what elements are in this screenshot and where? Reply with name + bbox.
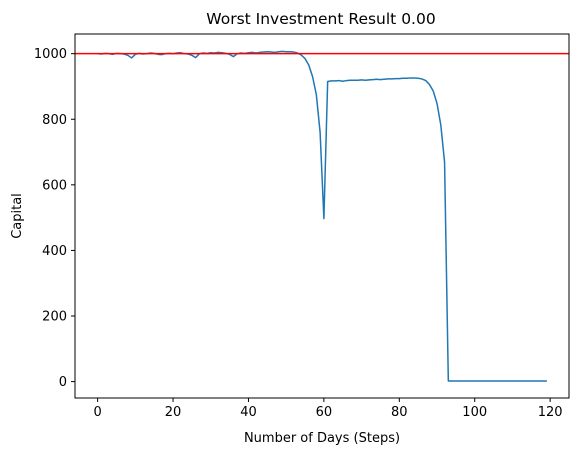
x-tick-label: 100 [462, 405, 487, 420]
y-tick-label: 1000 [34, 47, 67, 62]
axes-ticks: 0 20 40 60 80 100 120 0 200 400 600 800 1000 [34, 47, 563, 420]
y-tick-label: 600 [42, 178, 67, 193]
y-axis-label: Capital [10, 193, 25, 239]
chart-title: Worst Investment Result 0.00 [206, 10, 435, 28]
x-tick-label: 120 [538, 405, 563, 420]
series-line-0 [96, 50, 548, 382]
y-tick-label: 800 [42, 113, 67, 128]
x-tick-label: 40 [240, 405, 257, 420]
x-tick-label: 80 [391, 405, 408, 420]
plot-frame [74, 33, 570, 399]
y-tick-label: 400 [42, 244, 67, 259]
x-tick-label: 60 [316, 405, 333, 420]
x-axis-label: Number of Days (Steps) [244, 431, 400, 446]
x-tick-label: 20 [165, 405, 182, 420]
y-tick-label: 200 [42, 310, 67, 325]
y-tick-label: 0 [59, 375, 67, 390]
x-tick-label: 0 [93, 405, 101, 420]
plot-area [75, 50, 569, 382]
